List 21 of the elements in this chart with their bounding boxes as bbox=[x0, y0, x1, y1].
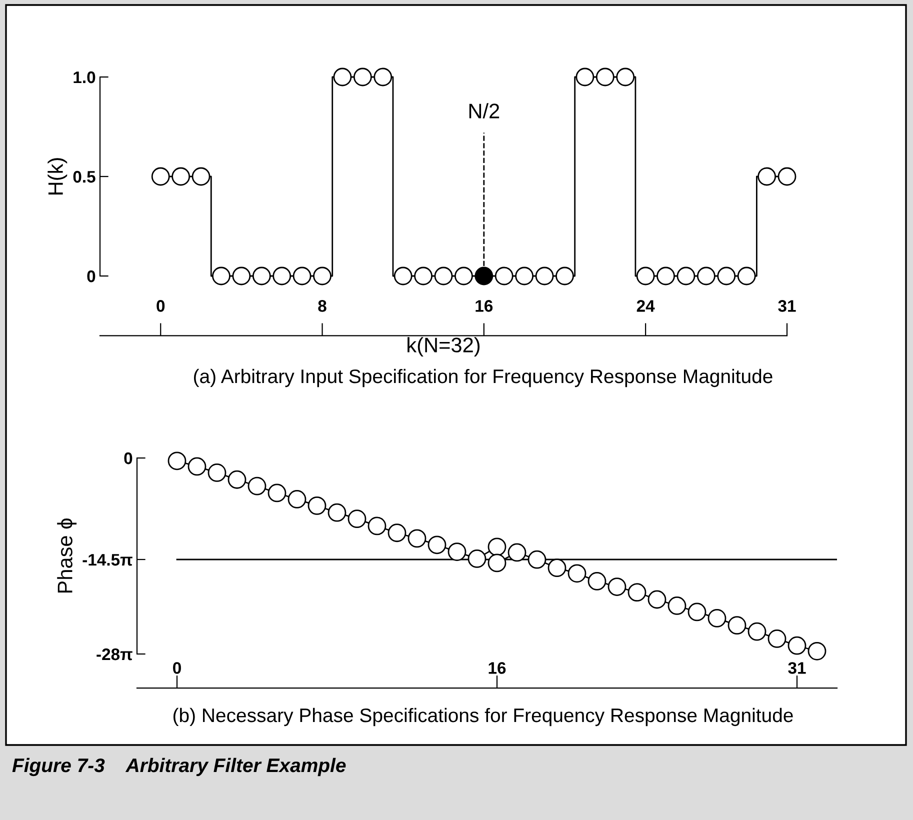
x-tick-label: 24 bbox=[636, 300, 655, 312]
y-tick-label: -14.5π bbox=[82, 554, 132, 566]
x-tick-label: 16 bbox=[488, 662, 506, 674]
y-tick-label: 0 bbox=[124, 452, 132, 464]
y-axis-title: H(k) bbox=[48, 158, 68, 194]
x-axis-title: k(N=32) bbox=[408, 337, 480, 357]
y-axis-title: Phase ϕ bbox=[57, 518, 77, 593]
y-tick-label: 0 bbox=[87, 270, 96, 282]
x-tick-label: 0 bbox=[173, 662, 181, 674]
x-tick-label: 16 bbox=[476, 300, 493, 312]
y-tick-label: 0.5 bbox=[73, 170, 96, 183]
ref-line-label: N/2 bbox=[469, 103, 500, 118]
y-tick-label: 1.0 bbox=[74, 71, 96, 84]
text: (a) Arbitrary Input Specification for Frequency Response Magnitude bbox=[194, 368, 772, 388]
x-tick-label: 31 bbox=[778, 300, 796, 312]
x-tick-label: 0 bbox=[156, 300, 165, 312]
x-tick-label: 8 bbox=[318, 300, 326, 312]
x-tick-label: 31 bbox=[788, 662, 806, 674]
text: (b) Necessary Phase Specifications for Frequency Response Magnitude bbox=[173, 708, 793, 726]
caption: Figure 7-3 Arbitrary Filter Example bbox=[12, 758, 346, 776]
y-tick-label: -28π bbox=[96, 648, 132, 660]
